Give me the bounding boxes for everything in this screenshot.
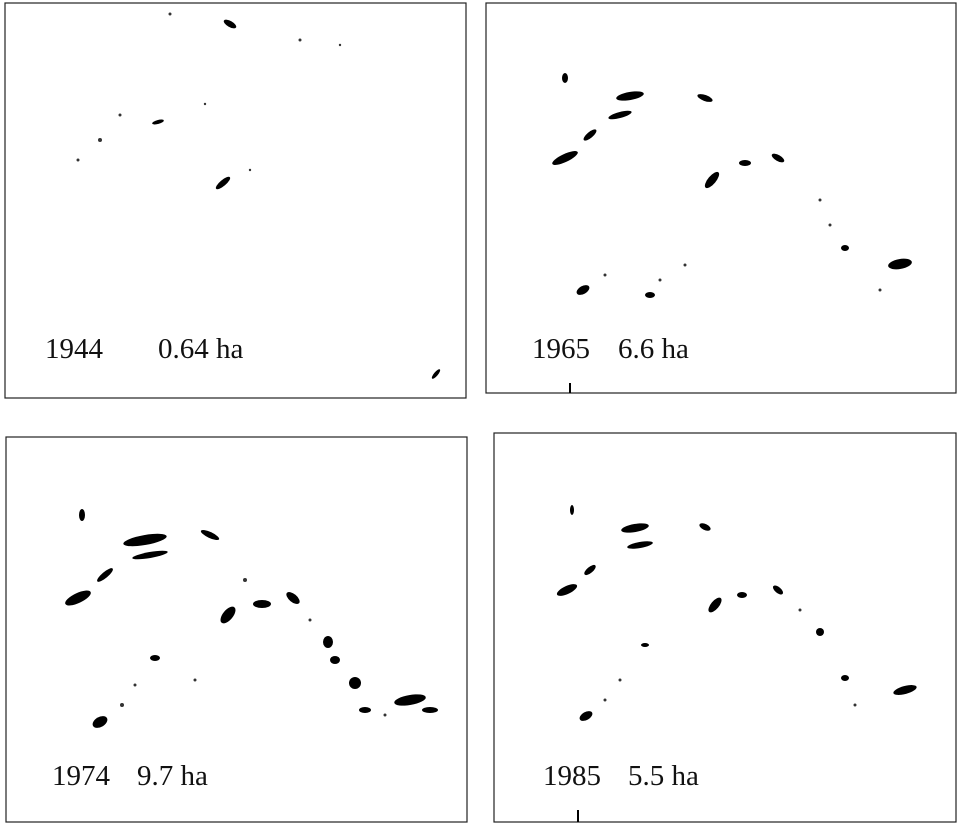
patches [552,73,912,393]
panel-frame [485,2,957,394]
panel: 1974 9.7 ha [5,436,468,823]
area-label: 6.6 ha [618,333,689,365]
panel-frame [493,432,957,823]
panel-frame [5,436,468,823]
year-label: 1985 [543,760,601,792]
panel: 1965 6.6 ha [485,2,957,394]
panel: 1944 0.64 ha [4,2,467,399]
panel: 1985 5.5 ha [493,432,957,823]
year-label: 1974 [52,760,111,792]
year-label: 1965 [532,333,590,365]
panel-frame [4,2,467,399]
area-label: 5.5 ha [628,760,699,792]
area-label: 9.7 ha [137,760,208,792]
year-label: 1944 [45,333,104,365]
patches [76,12,441,379]
patches [65,509,438,728]
patches [556,505,917,822]
area-label: 0.64 ha [158,333,244,365]
